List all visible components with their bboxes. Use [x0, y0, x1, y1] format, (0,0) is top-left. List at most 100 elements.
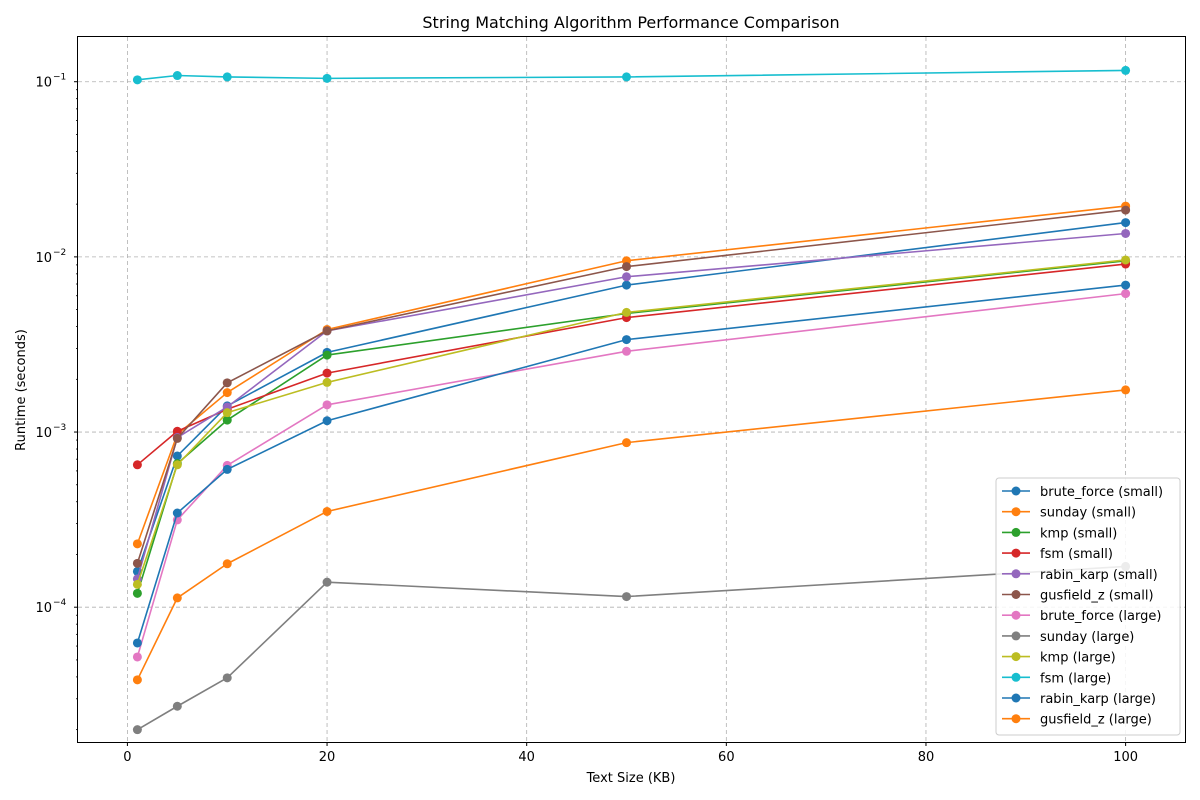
data-point [172, 460, 182, 470]
data-point [132, 460, 142, 470]
data-point [132, 675, 142, 685]
data-point [132, 638, 142, 648]
legend-entry: brute_force (small) [1002, 485, 1163, 500]
data-point [1121, 228, 1131, 238]
data-point [222, 388, 232, 398]
series-9 [132, 65, 1131, 85]
data-point [132, 558, 142, 568]
y-axis-title: Runtime (seconds) [14, 329, 29, 451]
legend-swatch-marker [1011, 631, 1021, 641]
data-point [322, 400, 332, 410]
series-line [136, 565, 1126, 731]
y-tick-exponent: −4 [53, 598, 67, 608]
series-line [136, 209, 1126, 564]
legend-swatch-marker [1011, 693, 1021, 703]
legend-label: kmp (small) [1040, 526, 1117, 541]
x-tick-label: 20 [319, 750, 336, 765]
series-line [136, 292, 1126, 658]
data-point [132, 539, 142, 549]
y-tick-label: 10 [35, 426, 52, 441]
data-point [172, 433, 182, 443]
data-point [172, 426, 182, 436]
data-point [222, 673, 232, 683]
legend-label: fsm (small) [1040, 547, 1113, 562]
series-line [136, 205, 1126, 545]
y-tick-exponent: −3 [53, 423, 66, 433]
data-point [622, 592, 632, 602]
data-point [322, 577, 332, 587]
y-tick-base: 10 [35, 601, 52, 616]
data-point [1121, 280, 1131, 290]
data-point [222, 378, 232, 388]
legend-swatch-marker [1011, 486, 1021, 496]
legend-swatch-marker [1011, 652, 1021, 662]
data-point [322, 326, 332, 336]
series-line [136, 389, 1126, 681]
x-tick-label: 40 [518, 750, 535, 765]
data-point [222, 415, 232, 425]
x-axis-title: Text Size (KB) [586, 771, 676, 786]
legend-entry: fsm (large) [1002, 671, 1111, 686]
data-point [322, 73, 332, 83]
y-tick-base: 10 [35, 251, 52, 266]
series-5 [132, 205, 1131, 568]
y-tick-label: 10 [35, 251, 52, 266]
data-point [622, 438, 632, 448]
legend-entry: kmp (large) [1002, 651, 1116, 666]
data-point [222, 559, 232, 569]
series-11 [132, 385, 1131, 685]
legend-swatch-marker [1011, 610, 1021, 620]
series-line [136, 284, 1126, 644]
data-point [132, 588, 142, 598]
data-point [222, 408, 232, 418]
x-tick-label: 60 [718, 750, 735, 765]
data-point [172, 593, 182, 603]
series-line [136, 259, 1126, 585]
y-tick-label: 10 [35, 601, 52, 616]
legend-entry: gusfield_z (small) [1002, 589, 1154, 604]
data-point [622, 346, 632, 356]
legend-entry: fsm (small) [1002, 547, 1113, 562]
grid [78, 37, 1185, 742]
legend-entry: kmp (small) [1002, 526, 1117, 541]
data-point [132, 75, 142, 85]
data-point [622, 280, 632, 290]
series-10 [132, 280, 1131, 648]
legend-swatch-marker [1011, 714, 1021, 724]
data-point [622, 72, 632, 82]
data-point [1121, 255, 1131, 265]
x-tick-label: 0 [123, 750, 131, 765]
x-tick-label: 80 [918, 750, 935, 765]
legend-label: sunday (small) [1040, 506, 1136, 521]
legend-swatch-marker [1011, 527, 1021, 537]
y-tick-label: 10 [35, 76, 52, 91]
legend-entry: sunday (large) [1002, 630, 1134, 645]
data-point [172, 701, 182, 711]
series-line [136, 263, 1126, 466]
data-point [1121, 205, 1131, 215]
data-point [132, 725, 142, 735]
data-point [622, 272, 632, 282]
data-point [172, 71, 182, 81]
legend-swatch-marker [1011, 590, 1021, 599]
legend-label: rabin_karp (small) [1040, 568, 1158, 583]
data-point [172, 508, 182, 518]
data-point [1121, 289, 1131, 299]
data-point [172, 451, 182, 461]
legend-swatch-marker [1011, 548, 1021, 558]
legend-entry: brute_force (large) [1002, 609, 1161, 624]
series-8 [132, 255, 1131, 589]
data-point [322, 350, 332, 360]
x-tick-label: 100 [1113, 750, 1138, 765]
legend-label: rabin_karp (large) [1040, 692, 1156, 707]
y-tick-base: 10 [35, 426, 52, 441]
legend: brute_force (small) sunday (small) kmp (sm… [995, 477, 1181, 736]
legend-label: gusfield_z (small) [1040, 589, 1154, 604]
y-tick-exponent: −1 [53, 73, 66, 83]
legend-entry: sunday (small) [1002, 506, 1136, 521]
data-point [1121, 65, 1131, 75]
legend-swatch-marker [1011, 569, 1021, 579]
y-tick-exponent: −2 [53, 248, 66, 258]
